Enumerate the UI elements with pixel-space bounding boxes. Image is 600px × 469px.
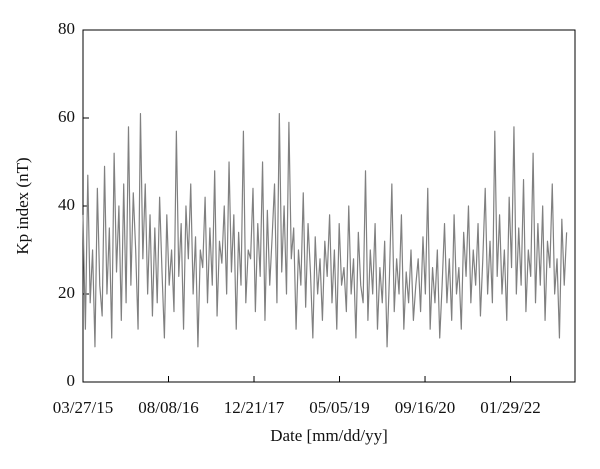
data-line <box>82 113 568 348</box>
y-tick-label: 20 <box>58 283 75 302</box>
y-tick-label: 80 <box>58 19 75 38</box>
x-tick-label: 03/27/15 <box>53 398 113 417</box>
y-tick-label: 40 <box>58 195 75 214</box>
x-axis-label: Date [mm/dd/yy] <box>270 426 388 445</box>
y-axis-label: Kp index (nT) <box>13 157 32 254</box>
plot-frame <box>82 29 576 383</box>
y-tick-label: 60 <box>58 107 75 126</box>
x-tick-label: 12/21/17 <box>224 398 285 417</box>
x-tick-label: 01/29/22 <box>480 398 540 417</box>
x-tick-label: 05/05/19 <box>309 398 369 417</box>
x-tick-label: 09/16/20 <box>395 398 455 417</box>
y-tick-label: 0 <box>67 371 76 390</box>
x-tick-label: 08/08/16 <box>138 398 198 417</box>
